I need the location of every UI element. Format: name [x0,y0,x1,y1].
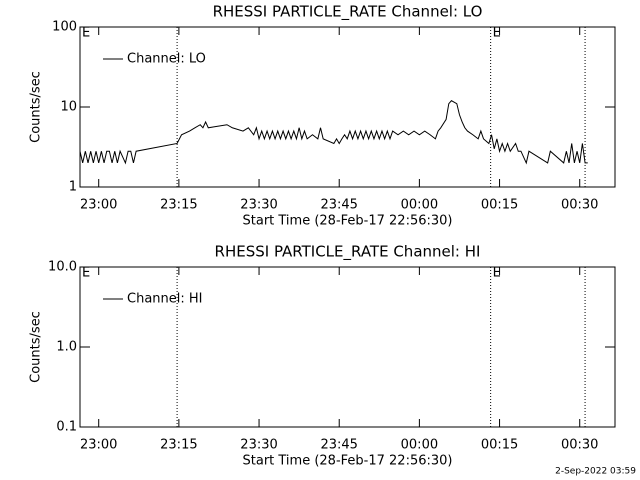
x-tick-label: 00:30 [561,438,598,453]
x-tick-label: 23:45 [320,438,357,453]
event-flag: E [82,26,90,41]
x-tick-label: 00:15 [481,438,518,453]
date-stamp: 2-Sep-2022 03:59 [555,467,636,477]
x-tick-label: 23:30 [240,198,277,213]
y-tick-label: 1 [69,180,77,195]
chart-title: RHESSI PARTICLE_RATE Channel: LO [213,3,483,22]
x-tick-label: 23:15 [160,438,197,453]
y-tick-label: 100 [52,20,77,35]
x-axis-label: Start Time (28-Feb-17 22:56:30) [243,454,453,469]
x-tick-label: 00:00 [401,198,438,213]
legend-label: Channel: LO [127,52,206,67]
y-tick-label: 0.1 [56,420,77,435]
event-flag: E [493,266,501,281]
x-tick-label: 23:45 [320,198,357,213]
event-flag: E [493,26,501,41]
y-tick-label: 1.0 [56,340,77,355]
legend-label: Channel: HI [127,292,203,307]
x-tick-label: 00:15 [481,198,518,213]
y-axis-label: Counts/sec [29,311,44,383]
x-tick-label: 23:30 [240,438,277,453]
event-flag: E [82,266,90,281]
y-tick-label: 10.0 [48,260,77,275]
x-axis-label: Start Time (28-Feb-17 22:56:30) [243,214,453,229]
x-tick-label: 00:30 [561,198,598,213]
x-tick-label: 23:15 [160,198,197,213]
x-tick-label: 00:00 [401,438,438,453]
y-tick-label: 10 [60,100,77,115]
x-tick-label: 23:00 [80,198,117,213]
chart-title: RHESSI PARTICLE_RATE Channel: HI [215,243,481,262]
y-axis-label: Counts/sec [29,71,44,143]
x-tick-label: 23:00 [80,438,117,453]
data-line [79,100,588,165]
